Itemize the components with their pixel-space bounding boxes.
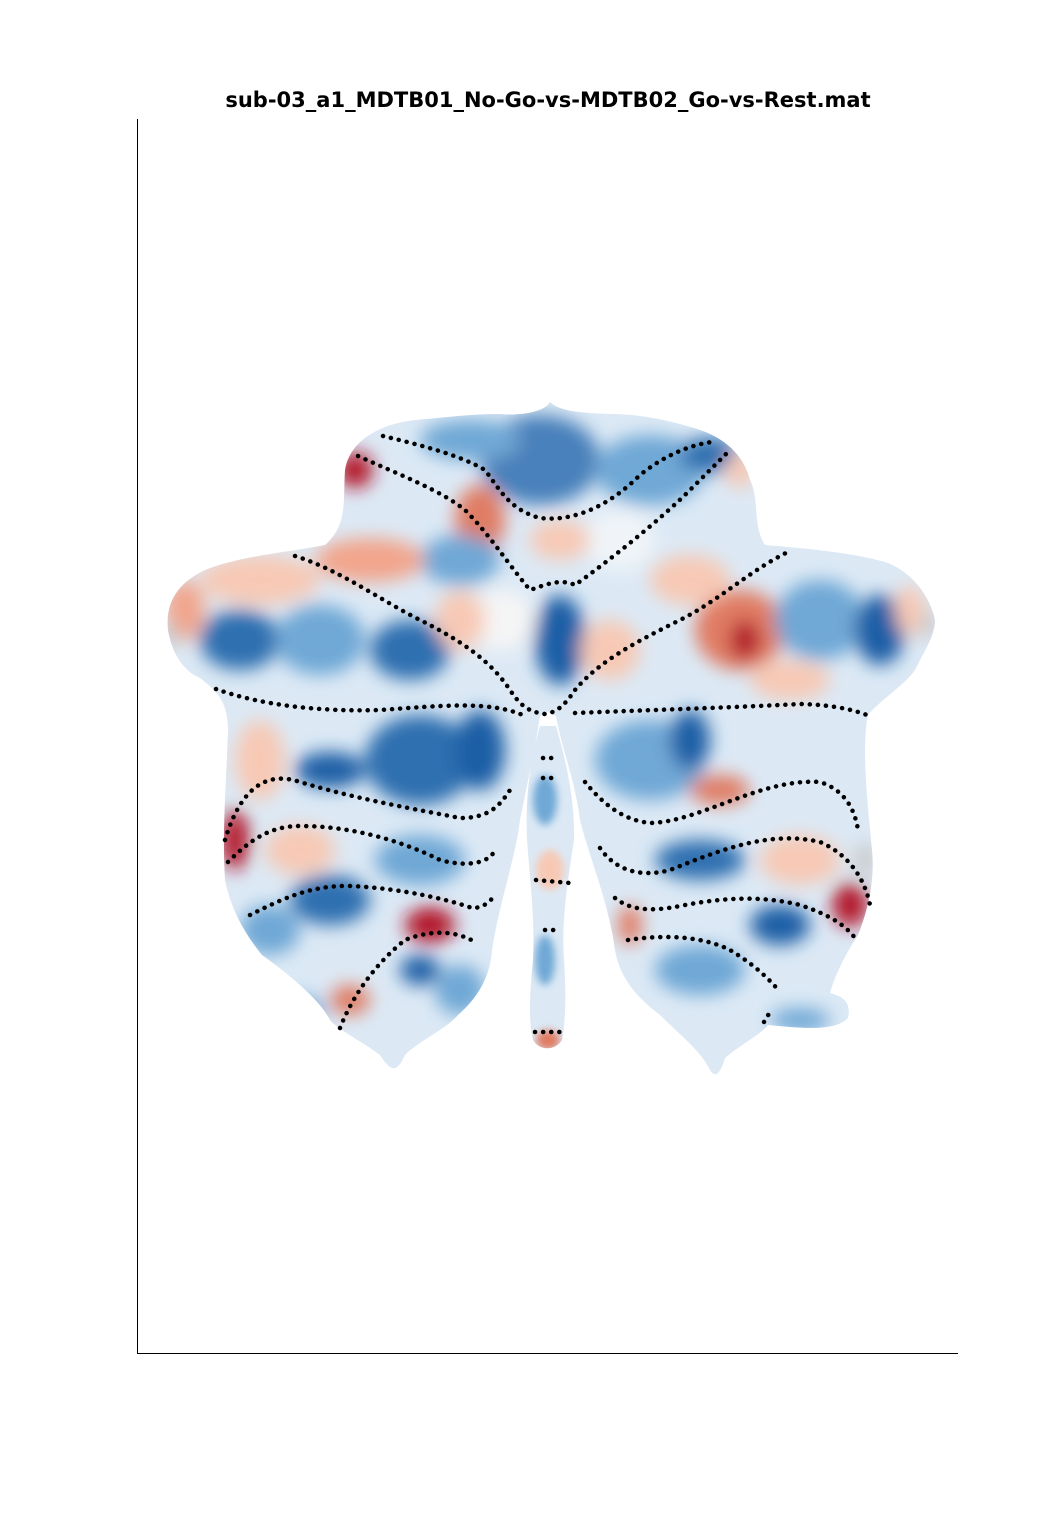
boundary-line: [222, 776, 513, 843]
lobule-boundaries: [213, 433, 875, 1035]
boundary-line: [597, 836, 873, 908]
boundary-line: [292, 548, 793, 717]
boundary-line: [761, 1009, 773, 1025]
boundary-line: [582, 779, 861, 833]
boundary-line: [533, 877, 573, 886]
boundary-line: [213, 686, 528, 719]
boundary-line: [625, 934, 783, 995]
figure-title: sub-03_a1_MDTB01_No-Go-vs-MDTB02_Go-vs-R…: [225, 88, 871, 112]
boundary-line: [247, 883, 496, 918]
boundary-line: [337, 930, 478, 1031]
boundary-line: [380, 433, 715, 521]
boundary-line: [225, 823, 498, 866]
boundary-line: [355, 449, 731, 593]
boundary-line: [572, 701, 875, 720]
boundary-line: [612, 895, 858, 941]
